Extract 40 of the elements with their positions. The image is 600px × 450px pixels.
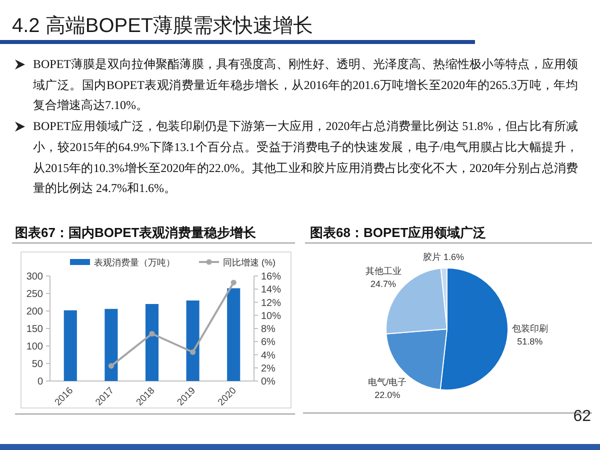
y-tick-label: 50	[32, 359, 44, 370]
legend-label: 表观消费量（万吨）	[94, 258, 175, 268]
slice-label: 包装印刷	[512, 324, 548, 334]
data-label: 51.8%	[517, 336, 543, 347]
bar	[145, 304, 159, 381]
y-tick-label: 200	[26, 306, 44, 318]
data-label: 24.7%	[370, 278, 396, 289]
y-tick-label: 150	[26, 324, 44, 335]
text: BOPET应用领域广泛，包装印刷仍是下游第一大应用，2020年占总消费量比例达 51.8%，但占比有所减小，较2015年的64.9%下降13.1个百分点。受益于消费电子的快速发展，电子/电气用膜占比大幅提升，从2015年的10.3%增长至2020年的22.0%。其他工业和胶片应用消费占比变化不大，2020年分别占总消费量的比例达 24.7%和1.6%。	[33, 118, 578, 198]
point	[108, 363, 114, 369]
y-tick-label: 0	[37, 376, 44, 388]
y2-tick-label: 10%	[261, 310, 282, 322]
text: 4.2 高端BOPET薄膜需求快速增长	[12, 14, 314, 39]
y2-tick-label: 6%	[261, 337, 276, 348]
y2-tick-label: 14%	[261, 284, 282, 296]
bar	[227, 288, 240, 381]
point	[190, 349, 196, 355]
y2-tick-label: 2%	[261, 363, 276, 374]
data-label: 22.0%	[374, 390, 400, 400]
legend-label: 同比增速 (%)	[223, 258, 276, 268]
slice-label: 电气/电子	[368, 376, 407, 387]
slice-label: 其他工业	[365, 266, 402, 276]
y-tick-label: 300	[26, 272, 44, 282]
y2-tick-label: 8%	[261, 324, 276, 335]
chart-title: 图表68：BOPET应用领域广泛	[310, 225, 486, 240]
y2-tick-label: 16%	[261, 272, 282, 282]
y-tick-label: 100	[26, 342, 44, 352]
point	[149, 330, 155, 337]
chart-title: 图表67：国内BOPET表观消费量稳步增长	[15, 225, 258, 240]
bar	[104, 308, 118, 381]
point	[230, 280, 236, 286]
slice-label: 胶片 1.6%	[423, 252, 464, 262]
text: 62	[573, 408, 592, 425]
y-tick-label: 250	[26, 289, 44, 300]
text: BOPET薄膜是双向拉伸聚酯薄膜，具有强度高、刚性好、透明、光泽度高、热缩性极小等特点，应用领域广泛。国内BOPET表观消费量近年稳步增长，从2016年的201.6万吨增长至2020年的265.3万吨，年均复合增速高达7.10%。	[33, 56, 578, 114]
y2-tick-label: 4%	[261, 350, 276, 362]
bar	[186, 300, 200, 381]
y2-tick-label: 0%	[261, 376, 276, 388]
bar	[64, 310, 77, 381]
y2-tick-label: 12%	[261, 298, 282, 309]
